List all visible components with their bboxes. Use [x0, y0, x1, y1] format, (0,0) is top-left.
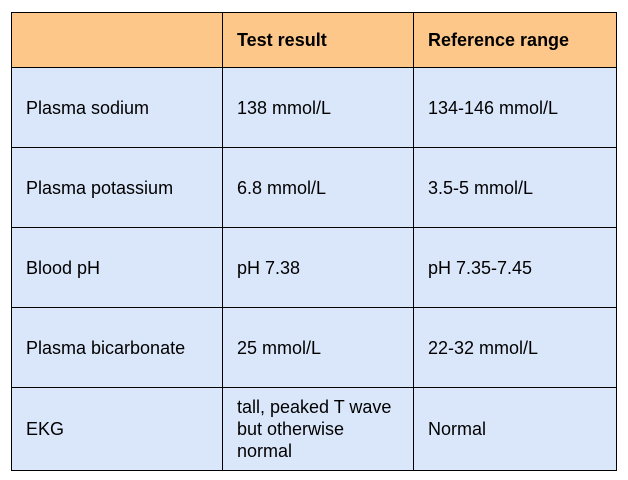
table-row: Plasma bicarbonate 25 mmol/L 22-32 mmol/…: [11, 307, 617, 388]
test-result-cell: 25 mmol/L: [222, 307, 414, 388]
test-name-cell: Plasma bicarbonate: [11, 307, 223, 388]
header-test-name: [11, 12, 223, 68]
reference-range-cell: pH 7.35-7.45: [413, 227, 617, 308]
table-row: Plasma sodium 138 mmol/L 134-146 mmol/L: [11, 67, 617, 148]
reference-range-cell: Normal: [413, 387, 617, 471]
test-name-cell: Blood pH: [11, 227, 223, 308]
test-name-cell: Plasma sodium: [11, 67, 223, 148]
header-row: Test result Reference range: [11, 12, 617, 68]
test-result-cell: pH 7.38: [222, 227, 414, 308]
header-test-result: Test result: [222, 12, 414, 68]
table-row: Plasma potassium 6.8 mmol/L 3.5-5 mmol/L: [11, 147, 617, 228]
table-row: Blood pH pH 7.38 pH 7.35-7.45: [11, 227, 617, 308]
lab-results-table-container: Test result Reference range Plasma sodiu…: [11, 12, 617, 471]
test-name-cell: EKG: [11, 387, 223, 471]
table-row: EKG tall, peaked T wave but otherwise no…: [11, 387, 617, 471]
lab-results-table: Test result Reference range Plasma sodiu…: [11, 12, 617, 471]
test-result-cell: 138 mmol/L: [222, 67, 414, 148]
header-reference-range: Reference range: [413, 12, 617, 68]
test-name-cell: Plasma potassium: [11, 147, 223, 228]
reference-range-cell: 3.5-5 mmol/L: [413, 147, 617, 228]
reference-range-cell: 134-146 mmol/L: [413, 67, 617, 148]
test-result-cell: 6.8 mmol/L: [222, 147, 414, 228]
reference-range-cell: 22-32 mmol/L: [413, 307, 617, 388]
test-result-cell: tall, peaked T wave but otherwise normal: [222, 387, 414, 471]
